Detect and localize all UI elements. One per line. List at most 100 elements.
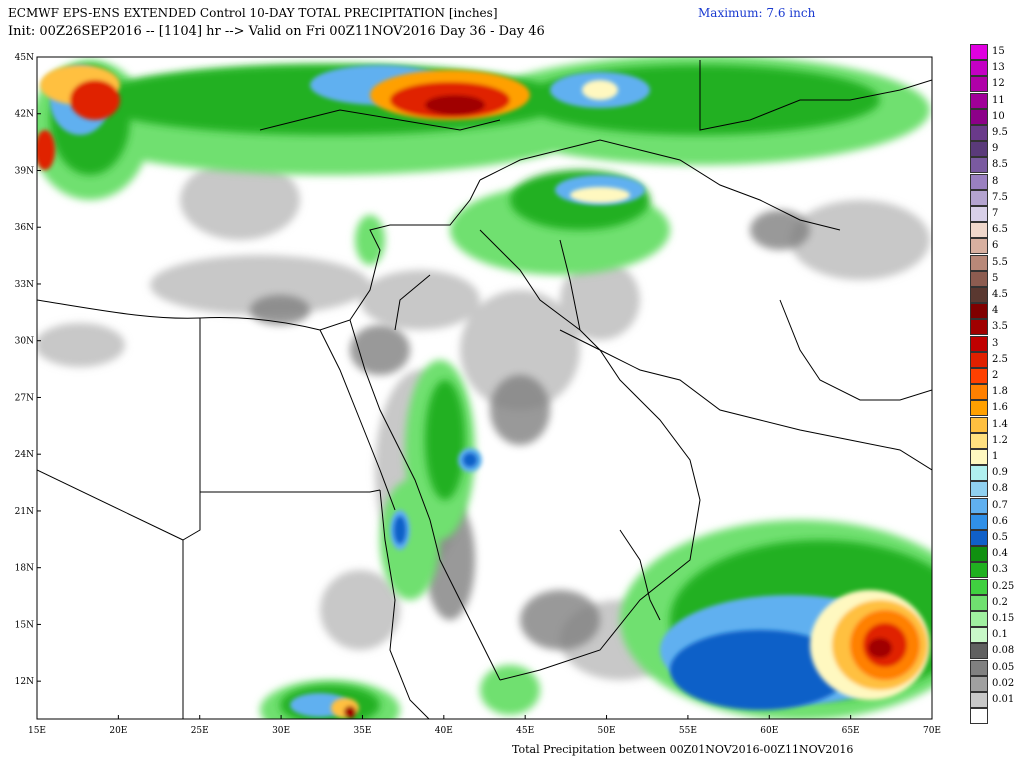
colorbar-swatch (970, 287, 988, 303)
colorbar-swatch (970, 189, 988, 206)
colorbar-level: 7.5 (968, 189, 1024, 206)
colorbar-swatch (970, 627, 988, 644)
colorbar-level: 0.25 (968, 578, 1024, 595)
lat-label: 12N (15, 677, 34, 687)
colorbar-level: 9 (968, 141, 1024, 158)
colorbar-swatch (970, 270, 988, 287)
colorbar-label: 0.02 (992, 677, 1015, 689)
colorbar-swatch (970, 449, 988, 465)
lat-label: 45N (15, 53, 34, 63)
colorbar-label: 1.6 (992, 402, 1008, 414)
colorbar-level: 0.1 (968, 627, 1024, 644)
lat-label: 21N (15, 507, 34, 517)
colorbar-level: 4 (968, 303, 1024, 320)
colorbar-level: 0.02 (968, 675, 1024, 692)
colorbar-label: 0.7 (992, 499, 1008, 511)
lat-label: 39N (15, 166, 34, 176)
colorbar-swatch (970, 643, 988, 660)
colorbar-label: 3.5 (992, 321, 1008, 333)
colorbar-label: 0.4 (992, 548, 1008, 560)
colorbar-label: 6.5 (992, 224, 1008, 236)
lat-label: 18N (15, 564, 34, 574)
colorbar-label: 0.2 (992, 596, 1008, 608)
colorbar-level: 0.08 (968, 643, 1024, 660)
lon-label: 65E (842, 726, 860, 736)
colorbar-label: 8.5 (992, 159, 1008, 171)
colorbar-swatch (970, 692, 988, 708)
colorbar-swatch (970, 708, 988, 725)
colorbar-swatch (970, 125, 988, 141)
colorbar-swatch (970, 44, 988, 60)
colorbar-label: 5.5 (992, 256, 1008, 268)
colorbar-label: 2 (992, 370, 999, 381)
colorbar-label: 0.1 (992, 629, 1008, 641)
colorbar-label: 9.5 (992, 127, 1008, 138)
lon-label: 55E (679, 726, 697, 736)
colorbar-swatch (970, 384, 988, 401)
colorbar-swatch (970, 368, 988, 384)
colorbar-level: 3 (968, 335, 1024, 352)
colorbar-level: 12 (968, 76, 1024, 93)
coastlines-borders (37, 60, 932, 719)
colorbar-legend: 15 13 12 11 10 9.5 9 8.5 8 7.5 7 6.5 6 5.5 5 4.5 4 3.5 3 2.… (968, 44, 1024, 725)
lon-label: 50E (598, 726, 616, 736)
colorbar-level: 8.5 (968, 157, 1024, 174)
lon-label: 40E (435, 726, 453, 736)
lon-label: 45E (516, 726, 534, 736)
colorbar-level: 7 (968, 206, 1024, 222)
colorbar-swatch (970, 60, 988, 77)
lon-label: 60E (760, 726, 778, 736)
colorbar-label: 8 (992, 175, 999, 187)
colorbar-level: 0.15 (968, 611, 1024, 627)
colorbar-swatch (970, 238, 988, 255)
colorbar-level: 0.05 (968, 659, 1024, 676)
colorbar-level: 10 (968, 108, 1024, 125)
colorbar-label: 1.8 (992, 386, 1008, 398)
colorbar-level: 1.8 (968, 384, 1024, 401)
colorbar-level: 1.6 (968, 400, 1024, 417)
lon-label: 15E (28, 726, 46, 736)
colorbar-swatch (970, 497, 988, 514)
colorbar-label: 7.5 (992, 191, 1008, 203)
colorbar-swatch (970, 335, 988, 352)
lon-label: 25E (191, 726, 209, 736)
colorbar-level: 5 (968, 270, 1024, 287)
colorbar-swatch (970, 513, 988, 530)
colorbar-label: 0.6 (992, 515, 1008, 527)
map-frame (36, 56, 933, 720)
colorbar-level: 5.5 (968, 254, 1024, 271)
colorbar-level: 15 (968, 44, 1024, 60)
colorbar-swatch (970, 351, 988, 368)
colorbar-label: 2.5 (992, 353, 1008, 365)
colorbar-level: 2 (968, 368, 1024, 384)
colorbar-swatch (970, 108, 988, 125)
colorbar-level: 0.2 (968, 594, 1024, 611)
lat-label: 24N (15, 450, 34, 460)
colorbar-swatch (970, 675, 988, 692)
colorbar-label: 0.25 (992, 580, 1015, 592)
colorbar-swatch (970, 530, 988, 546)
colorbar-label: 1.2 (992, 434, 1008, 446)
colorbar-level: 0.4 (968, 546, 1024, 563)
colorbar-label: 0.9 (992, 467, 1008, 479)
colorbar-level: 9.5 (968, 125, 1024, 141)
colorbar-level: 2.5 (968, 351, 1024, 368)
colorbar-label: 0.15 (992, 613, 1015, 624)
colorbar-level: 11 (968, 92, 1024, 109)
colorbar-swatch (970, 206, 988, 222)
colorbar-level: 4.5 (968, 287, 1024, 303)
colorbar-label: 3 (992, 337, 999, 349)
init-valid-line: Init: 00Z26SEP2016 -- [1104] hr --> Vali… (8, 24, 545, 39)
colorbar-swatch (970, 319, 988, 336)
colorbar-swatch (970, 481, 988, 498)
colorbar-level: 0.8 (968, 481, 1024, 498)
colorbar-label: 0.01 (992, 694, 1015, 705)
colorbar-label: 10 (992, 110, 1005, 122)
colorbar-level: 1 (968, 449, 1024, 465)
colorbar-swatch (970, 254, 988, 271)
colorbar-swatch (970, 578, 988, 595)
lat-label: 27N (15, 393, 34, 403)
colorbar-swatch (970, 141, 988, 158)
colorbar-swatch (970, 416, 988, 433)
